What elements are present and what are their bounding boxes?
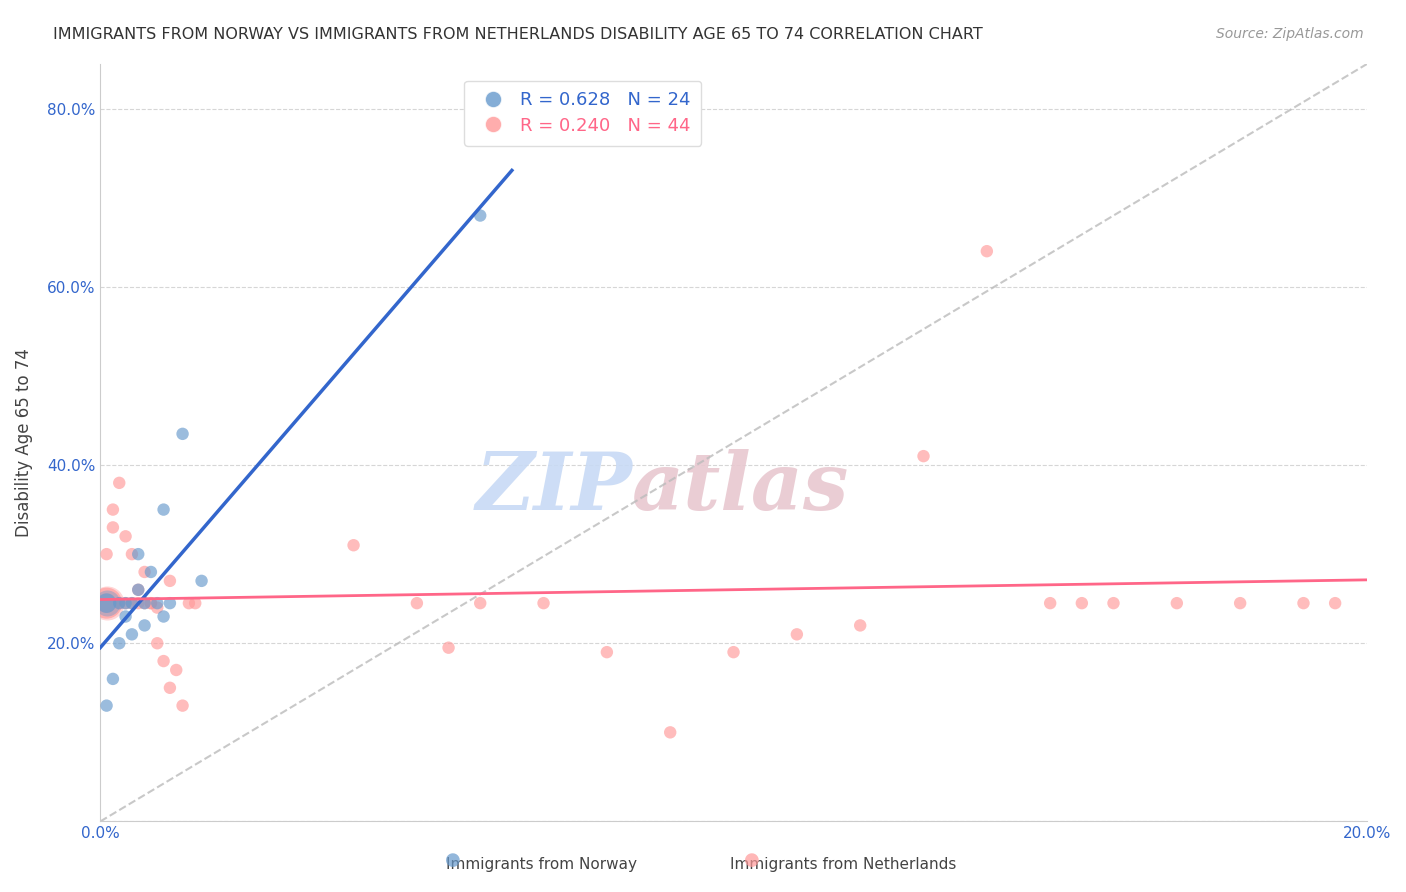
Point (96, 547, 118, 561)
Text: Source: ZipAtlas.com: Source: ZipAtlas.com (1216, 27, 1364, 41)
Point (1039, 596, 1062, 610)
Point (533, 596, 555, 610)
Point (146, 600, 169, 615)
Point (134, 618, 156, 632)
Point (159, 596, 181, 610)
Point (139, 596, 162, 610)
Point (121, 547, 143, 561)
Point (1166, 596, 1188, 610)
Point (134, 565, 156, 579)
Point (165, 663, 187, 677)
Text: IMMIGRANTS FROM NORWAY VS IMMIGRANTS FROM NETHERLANDS DISABILITY AGE 65 TO 74 CO: IMMIGRANTS FROM NORWAY VS IMMIGRANTS FRO… (53, 27, 983, 42)
Point (96, 596, 118, 610)
Text: ZIP: ZIP (475, 450, 633, 527)
Point (786, 627, 808, 641)
Point (96, 596, 118, 610)
Point (127, 547, 149, 561)
Point (134, 596, 156, 610)
Point (659, 725, 682, 739)
Point (190, 574, 212, 588)
Point (96, 698, 118, 713)
Point (470, 596, 492, 610)
Point (723, 645, 745, 659)
Point (108, 596, 131, 610)
Point (127, 582, 149, 597)
Point (406, 596, 429, 610)
Point (172, 426, 194, 441)
Point (976, 244, 998, 259)
Point (596, 645, 619, 659)
Text: ●: ● (444, 851, 461, 869)
Point (1292, 596, 1315, 610)
Text: Immigrants from Norway: Immigrants from Norway (446, 857, 637, 872)
Legend: R = 0.628   N = 24, R = 0.240   N = 44: R = 0.628 N = 24, R = 0.240 N = 44 (464, 80, 702, 145)
Point (127, 596, 149, 610)
Point (101, 520, 124, 534)
Text: atlas: atlas (633, 450, 849, 527)
Point (127, 582, 149, 597)
Point (114, 596, 136, 610)
Point (121, 627, 143, 641)
Point (114, 529, 136, 543)
Point (139, 596, 162, 610)
Point (139, 565, 162, 579)
Point (108, 636, 131, 650)
Point (1102, 596, 1125, 610)
Point (470, 209, 492, 223)
Point (849, 618, 872, 632)
Point (134, 596, 156, 610)
Point (152, 502, 174, 516)
Point (146, 596, 169, 610)
Text: ●: ● (744, 851, 761, 869)
Point (101, 502, 124, 516)
Point (437, 640, 460, 655)
Point (121, 596, 143, 610)
Point (177, 596, 200, 610)
Point (152, 654, 174, 668)
Point (114, 596, 136, 610)
Point (342, 538, 364, 552)
Point (159, 574, 181, 588)
Point (912, 449, 935, 463)
Point (101, 672, 124, 686)
Point (114, 609, 136, 624)
Point (1070, 596, 1092, 610)
Point (1324, 596, 1347, 610)
Point (108, 475, 131, 490)
Point (96, 596, 118, 610)
Point (184, 596, 207, 610)
Point (1229, 596, 1251, 610)
Point (152, 609, 174, 624)
Point (146, 636, 169, 650)
Y-axis label: Disability Age 65 to 74: Disability Age 65 to 74 (15, 348, 32, 537)
Text: Immigrants from Netherlands: Immigrants from Netherlands (730, 857, 957, 872)
Point (121, 596, 143, 610)
Point (108, 596, 131, 610)
Point (96, 596, 118, 610)
Point (159, 681, 181, 695)
Point (172, 698, 194, 713)
